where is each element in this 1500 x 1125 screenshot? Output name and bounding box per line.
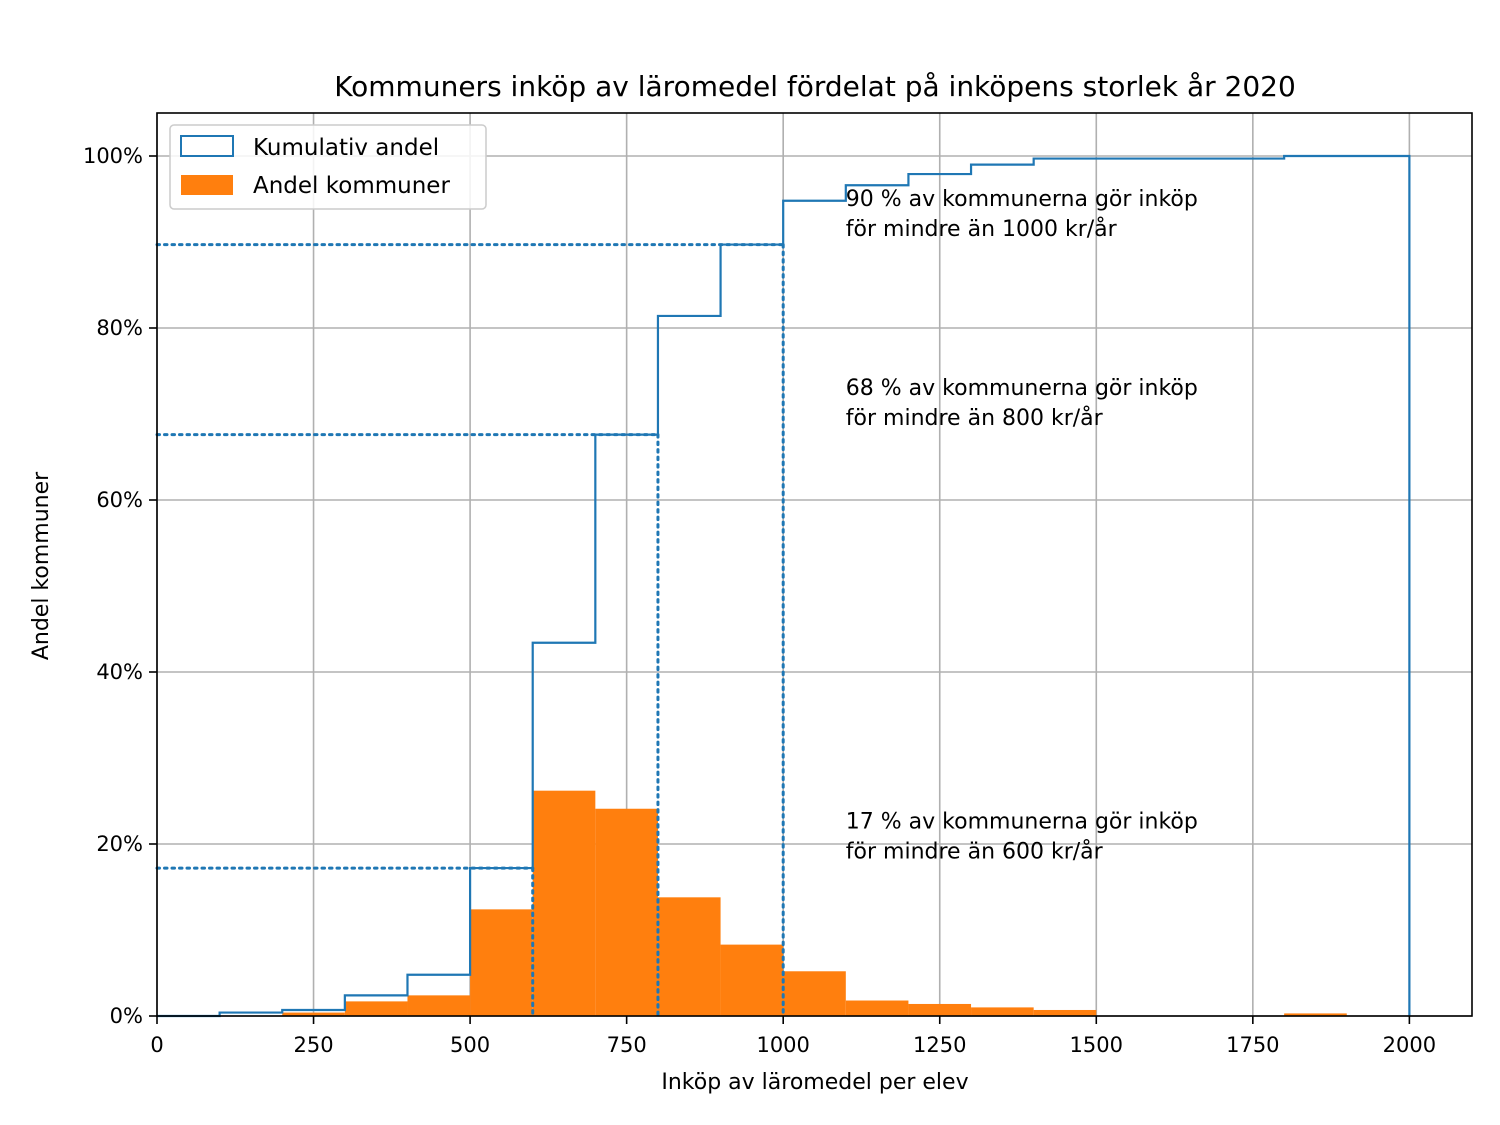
annotation-text: 17 % av kommunerna gör inköp [846,810,1198,835]
y-axis-label: Andel kommuner [29,471,54,660]
x-tick-label: 0 [150,1033,163,1057]
histogram-bar [846,1001,909,1016]
x-tick-label: 2000 [1383,1033,1436,1057]
histogram-bar [533,791,596,1016]
annotation-text: för mindre än 800 kr/år [846,405,1104,431]
histogram-bar [1034,1010,1097,1016]
histogram-bar [470,909,533,1016]
y-tick-label: 40% [96,660,143,684]
x-tick-label: 1000 [756,1033,809,1057]
histogram-bar [407,995,470,1016]
annotation-text: 68 % av kommunerna gör inköp [846,376,1198,401]
x-tick-label: 500 [450,1033,490,1057]
y-tick-label: 0% [110,1004,143,1028]
annotation-text: 90 % av kommunerna gör inköp [846,187,1198,212]
y-tick-label: 20% [96,832,143,856]
histogram-bar [658,897,721,1016]
chart-title: Kommuners inköp av läromedel fördelat på… [334,70,1296,103]
histogram-bar [721,945,784,1016]
x-tick-label: 750 [607,1033,647,1057]
histogram-bar [971,1007,1034,1016]
histogram-bar [783,971,846,1016]
histogram-bar [595,809,658,1016]
y-tick-label: 60% [96,488,143,512]
histogram-bar [908,1004,971,1016]
x-tick-label: 250 [294,1033,334,1057]
annotation-text: för mindre än 1000 kr/år [846,216,1118,242]
y-tick-label: 100% [83,144,143,168]
histogram-chart: Kommuners inköp av läromedel fördelat på… [0,0,1500,1125]
x-tick-label: 1500 [1070,1033,1123,1057]
y-tick-label: 80% [96,316,143,340]
annotation-text: för mindre än 600 kr/år [846,839,1104,865]
legend-label-cumulative: Kumulativ andel [253,135,439,161]
histogram-bar [345,1001,408,1016]
x-tick-label: 1250 [913,1033,966,1057]
x-axis-label: Inköp av läromedel per elev [661,1070,968,1095]
x-tick-label: 1750 [1226,1033,1279,1057]
legend-swatch-andel [181,175,233,195]
legend-label-andel: Andel kommuner [253,173,450,199]
legend: Kumulativ andel Andel kommuner [170,125,486,209]
